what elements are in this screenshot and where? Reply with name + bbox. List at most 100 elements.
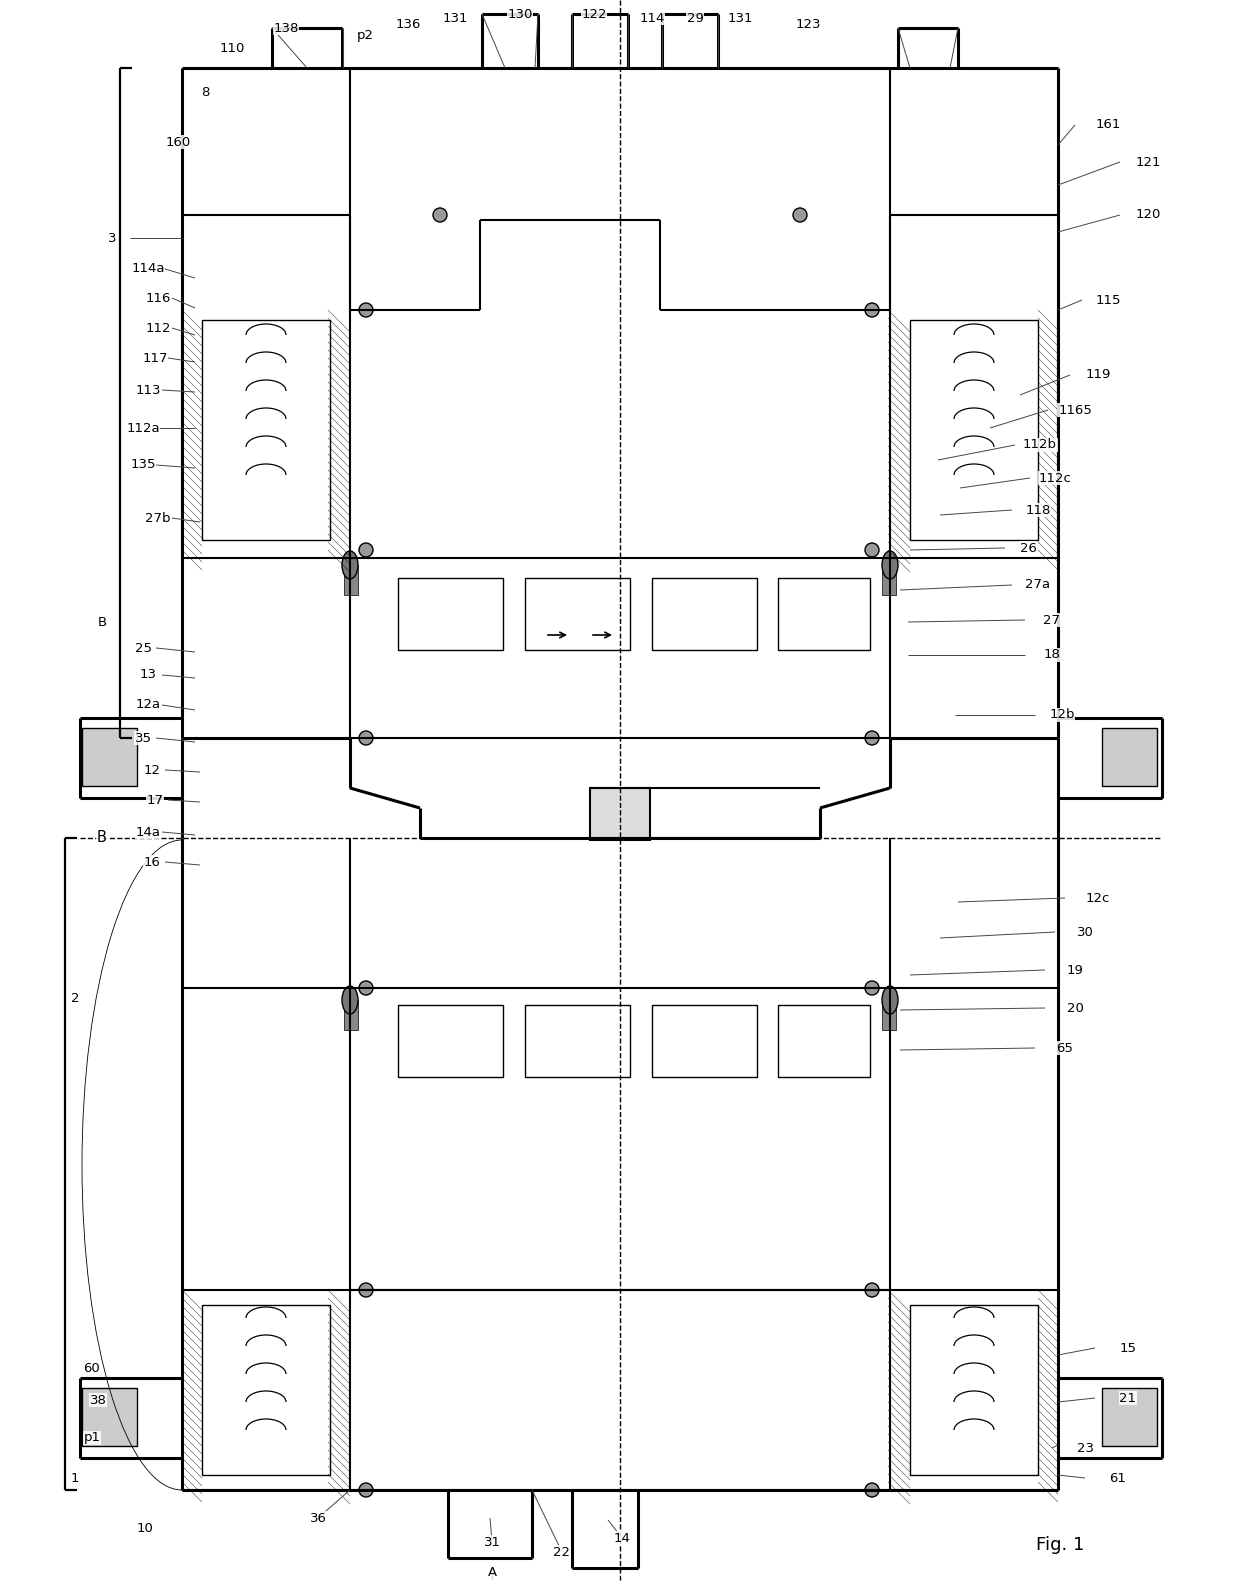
Text: 160: 160 bbox=[165, 135, 191, 148]
Text: 27: 27 bbox=[1044, 613, 1060, 626]
Text: 123: 123 bbox=[795, 19, 821, 32]
Text: 19: 19 bbox=[1066, 964, 1084, 977]
Text: 136: 136 bbox=[396, 19, 420, 32]
Bar bbox=[525, 1005, 630, 1077]
Bar bbox=[910, 320, 1038, 540]
Circle shape bbox=[360, 731, 373, 746]
Text: 20: 20 bbox=[1066, 1002, 1084, 1015]
Text: 1165: 1165 bbox=[1058, 403, 1092, 416]
Text: 29: 29 bbox=[687, 11, 703, 24]
Text: 12b: 12b bbox=[1049, 709, 1075, 722]
Text: 12a: 12a bbox=[135, 698, 160, 712]
Circle shape bbox=[866, 543, 879, 558]
Text: 14: 14 bbox=[614, 1531, 630, 1545]
Text: 14a: 14a bbox=[135, 825, 160, 838]
Text: 135: 135 bbox=[130, 459, 156, 472]
Bar bbox=[525, 578, 630, 650]
Text: 3: 3 bbox=[108, 231, 117, 244]
Text: 18: 18 bbox=[1044, 648, 1060, 661]
Circle shape bbox=[866, 1282, 879, 1297]
Text: Fig. 1: Fig. 1 bbox=[1035, 1536, 1084, 1555]
Text: 117: 117 bbox=[143, 352, 167, 365]
Bar bbox=[652, 1005, 756, 1077]
Text: 17: 17 bbox=[146, 793, 164, 806]
Text: 1: 1 bbox=[71, 1472, 79, 1485]
Circle shape bbox=[866, 303, 879, 317]
Text: 114: 114 bbox=[640, 11, 665, 24]
Text: B: B bbox=[98, 615, 107, 629]
Bar bbox=[82, 1388, 136, 1446]
Text: 138: 138 bbox=[273, 21, 299, 35]
Bar bbox=[398, 578, 503, 650]
Text: 65: 65 bbox=[1056, 1042, 1074, 1055]
Bar bbox=[1102, 1388, 1157, 1446]
Text: 112a: 112a bbox=[126, 422, 160, 435]
Bar bbox=[882, 566, 897, 596]
Ellipse shape bbox=[882, 551, 898, 578]
Text: 12c: 12c bbox=[1086, 892, 1110, 905]
Text: 161: 161 bbox=[1095, 118, 1121, 132]
Text: 110: 110 bbox=[219, 41, 244, 54]
Text: 38: 38 bbox=[89, 1394, 107, 1407]
Circle shape bbox=[360, 303, 373, 317]
Text: 22: 22 bbox=[553, 1545, 570, 1558]
Bar bbox=[777, 1005, 870, 1077]
Bar bbox=[398, 1005, 503, 1077]
Text: 10: 10 bbox=[136, 1521, 154, 1534]
Text: 112b: 112b bbox=[1023, 438, 1056, 451]
Bar bbox=[777, 578, 870, 650]
Circle shape bbox=[360, 981, 373, 996]
Circle shape bbox=[360, 1282, 373, 1297]
Text: 13: 13 bbox=[139, 669, 156, 682]
Text: 15: 15 bbox=[1120, 1341, 1137, 1354]
Text: 112c: 112c bbox=[1039, 472, 1071, 484]
Text: p2: p2 bbox=[357, 29, 373, 41]
Ellipse shape bbox=[882, 986, 898, 1015]
Circle shape bbox=[866, 981, 879, 996]
Text: 121: 121 bbox=[1136, 156, 1161, 169]
Text: 113: 113 bbox=[135, 384, 161, 397]
Text: 122: 122 bbox=[582, 8, 606, 21]
Bar bbox=[343, 566, 358, 596]
Text: 36: 36 bbox=[310, 1512, 326, 1525]
Text: 27a: 27a bbox=[1025, 578, 1050, 591]
Text: 114a: 114a bbox=[131, 261, 165, 274]
Text: 60: 60 bbox=[83, 1362, 100, 1375]
Text: 112: 112 bbox=[145, 322, 171, 335]
Text: 21: 21 bbox=[1120, 1392, 1137, 1405]
Text: 31: 31 bbox=[484, 1536, 501, 1548]
Text: 2: 2 bbox=[71, 991, 79, 1005]
Text: 12: 12 bbox=[144, 763, 160, 776]
Bar bbox=[882, 1000, 897, 1031]
Text: 25: 25 bbox=[134, 642, 151, 655]
Text: 23: 23 bbox=[1076, 1442, 1094, 1454]
Ellipse shape bbox=[342, 551, 358, 578]
Text: p1: p1 bbox=[83, 1432, 100, 1445]
Text: 119: 119 bbox=[1085, 368, 1111, 381]
Bar bbox=[202, 1305, 330, 1475]
Text: 115: 115 bbox=[1095, 293, 1121, 306]
Text: 16: 16 bbox=[144, 855, 160, 868]
Text: 120: 120 bbox=[1136, 209, 1161, 221]
Text: 116: 116 bbox=[145, 292, 171, 304]
Text: 27b: 27b bbox=[145, 511, 171, 524]
Circle shape bbox=[794, 209, 807, 221]
Bar bbox=[1102, 728, 1157, 785]
Text: 118: 118 bbox=[1025, 503, 1050, 516]
Bar bbox=[343, 1000, 358, 1031]
Text: 61: 61 bbox=[1110, 1472, 1126, 1485]
Text: 26: 26 bbox=[1019, 542, 1037, 554]
Circle shape bbox=[866, 1483, 879, 1497]
Text: 8: 8 bbox=[201, 86, 210, 99]
Circle shape bbox=[360, 543, 373, 558]
Text: A: A bbox=[487, 1566, 496, 1579]
Bar bbox=[202, 320, 330, 540]
Text: 130: 130 bbox=[507, 8, 533, 21]
Circle shape bbox=[866, 731, 879, 746]
Text: B: B bbox=[97, 830, 107, 846]
Circle shape bbox=[433, 209, 446, 221]
Text: 30: 30 bbox=[1076, 926, 1094, 938]
Bar bbox=[82, 728, 136, 785]
Circle shape bbox=[360, 1483, 373, 1497]
Text: 131: 131 bbox=[443, 11, 467, 24]
